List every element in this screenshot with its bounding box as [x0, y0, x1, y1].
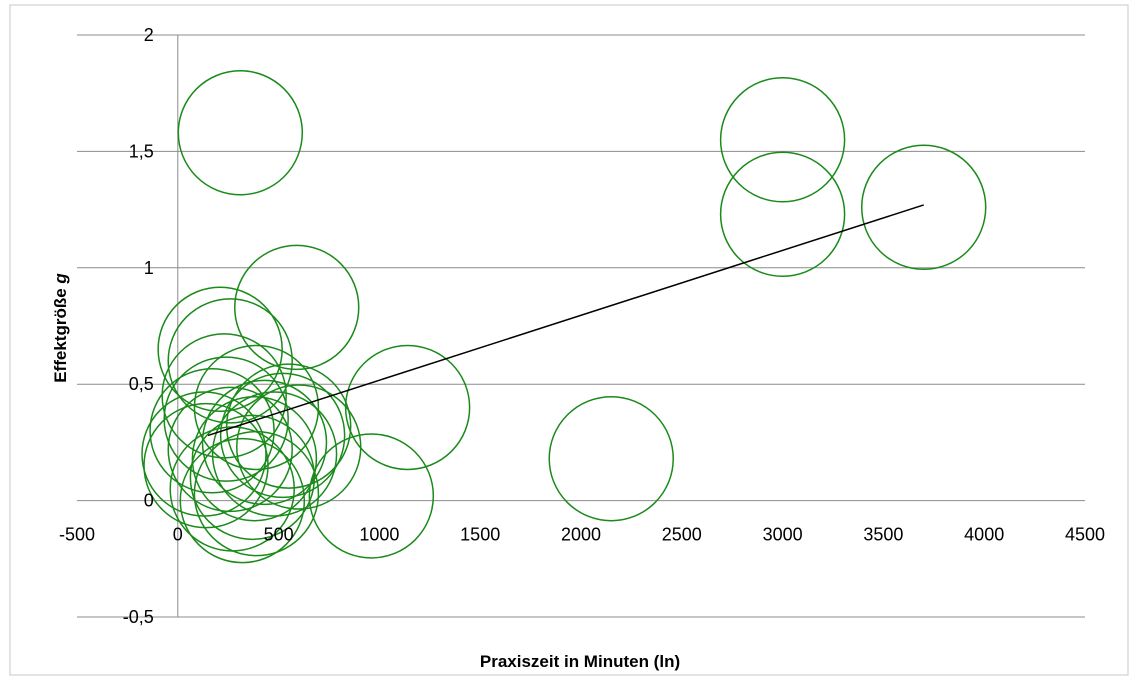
trendline-group: [207, 204, 924, 437]
bubble-3: [860, 144, 987, 271]
x-tick-label-8: 3500: [863, 525, 903, 545]
bubble-5: [157, 286, 283, 413]
bubble-26: [548, 395, 674, 522]
bubble-series: [141, 70, 987, 564]
bubble-24: [179, 437, 306, 564]
x-axis-title: Praxiszeit in Minuten (ln): [480, 652, 680, 671]
bubble-1: [719, 77, 846, 203]
bubble-12: [225, 363, 352, 489]
bubble-23: [193, 430, 320, 557]
bubble-17: [191, 395, 318, 522]
y-tick-label-0: -0,5: [123, 607, 154, 627]
x-tick-label-0: -500: [59, 525, 95, 545]
bubble-2: [719, 151, 846, 278]
bubble-0: [177, 70, 304, 196]
y-tick-label-2: 0,5: [129, 374, 154, 394]
bubble-10: [149, 368, 275, 494]
y-axis-title: Effektgröße g: [51, 273, 70, 383]
bubble-15: [143, 402, 269, 529]
bubble-19: [211, 391, 338, 517]
bubble-25: [308, 433, 435, 559]
bubble-8: [193, 344, 320, 471]
x-tick-label-5: 2000: [561, 525, 601, 545]
y-axis-title-italic: g: [51, 273, 70, 285]
y-axis-title-main: Effektgröße: [51, 284, 70, 383]
y-tick-label-1: 0: [144, 491, 154, 511]
gridlines: [77, 34, 1085, 618]
x-tick-label-9: 4000: [964, 525, 1004, 545]
bubble-4: [233, 244, 360, 371]
trendline: [207, 204, 924, 437]
bubble-6: [167, 298, 293, 424]
x-tick-label-4: 1500: [460, 525, 500, 545]
y-tick-label-3: 1: [144, 258, 154, 278]
x-tick-label-6: 2500: [662, 525, 702, 545]
y-tick-labels: -0,5 0 0,5 1 1,5 2: [123, 25, 154, 627]
y-tick-label-5: 2: [144, 25, 154, 45]
x-tick-label-1: 0: [173, 525, 183, 545]
bubble-16: [167, 386, 293, 513]
bubble-13: [219, 372, 346, 499]
bubble-20: [236, 384, 362, 510]
bubble-22: [189, 414, 316, 541]
x-tick-label-3: 1000: [359, 525, 399, 545]
x-tick-label-10: 4500: [1065, 525, 1105, 545]
x-tick-label-2: 500: [264, 525, 294, 545]
x-tick-label-7: 3000: [763, 525, 803, 545]
y-tick-label-4: 1,5: [129, 141, 154, 161]
x-tick-labels: -500 0 500 1000 1500 2000 2500 3000 3500 4000 4500: [59, 525, 1105, 545]
bubble-18: [201, 379, 328, 506]
